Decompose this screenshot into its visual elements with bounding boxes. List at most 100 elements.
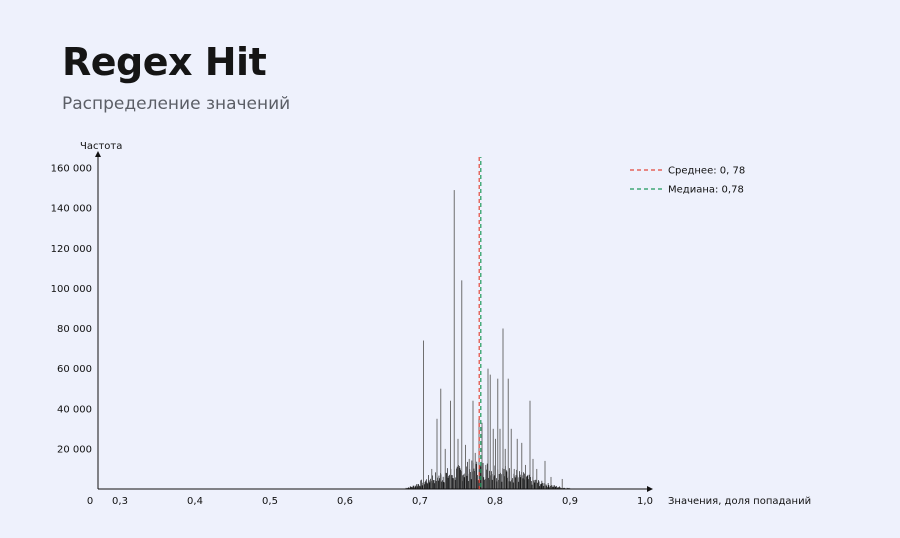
y-tick-label: 20 000	[57, 444, 92, 455]
histogram-bin	[519, 471, 520, 489]
histogram-bin	[533, 480, 535, 489]
histogram-bin	[556, 487, 558, 489]
histogram-bin	[418, 484, 419, 489]
page-subtitle: Распределение значений	[62, 94, 291, 114]
histogram-bin	[498, 479, 499, 489]
histogram-spike	[532, 458, 534, 489]
histogram-bin	[471, 460, 473, 489]
histogram-bin	[423, 484, 425, 489]
histogram-bin	[542, 485, 544, 489]
histogram-bin	[437, 477, 438, 489]
histogram-bin	[540, 484, 541, 489]
histogram-bin	[435, 472, 436, 489]
histogram-bin	[548, 485, 550, 489]
histogram-bin	[439, 478, 440, 489]
histogram-bin	[559, 486, 560, 489]
histogram-bin	[412, 487, 413, 489]
histogram-bin	[419, 486, 421, 489]
histogram-bin	[549, 485, 551, 489]
x-tick-label: 0,8	[487, 496, 503, 507]
histogram-bin	[475, 464, 477, 489]
histogram-bin	[500, 474, 502, 489]
y-tick-label: 80 000	[57, 324, 92, 335]
histogram-bin	[538, 480, 539, 489]
histogram-bin	[424, 482, 426, 489]
histogram-bin	[447, 477, 449, 489]
histogram-bin	[414, 485, 416, 489]
histogram-bin	[426, 482, 428, 489]
histogram-bin	[563, 487, 565, 489]
histogram-bin	[547, 483, 549, 489]
stat-lines-layer	[478, 157, 482, 489]
histogram-spike	[497, 378, 499, 489]
x-axis-arrow	[647, 486, 653, 492]
histogram-spike	[510, 428, 512, 489]
histogram-bin	[468, 480, 469, 489]
histogram-bin	[421, 479, 422, 489]
histogram-spike	[529, 400, 531, 489]
histogram-spike	[468, 458, 470, 489]
histogram-bin	[484, 479, 486, 489]
histogram-bin	[456, 466, 458, 489]
histogram-bin	[432, 475, 433, 489]
histogram-spike	[516, 438, 518, 489]
y-tick-label: 160 000	[51, 164, 92, 175]
histogram-spike	[495, 438, 496, 489]
x-tick-label: 0,4	[187, 496, 203, 507]
histogram-bin	[514, 477, 516, 489]
histogram-bin	[554, 486, 556, 489]
histogram-spike	[502, 328, 504, 489]
histogram-bin	[563, 487, 564, 489]
histogram-bin	[451, 475, 452, 489]
histogram-bin	[545, 484, 547, 489]
histogram-bin	[415, 486, 417, 489]
histogram-bin	[505, 469, 507, 489]
histogram-bin	[491, 479, 493, 489]
histogram-bin	[427, 483, 429, 489]
histogram-bin	[540, 483, 542, 489]
histogram-bin	[405, 487, 407, 489]
histogram-bin	[542, 482, 543, 489]
histogram-bin	[466, 475, 468, 489]
histogram-bin	[445, 472, 447, 489]
histogram-bin	[442, 480, 443, 489]
histogram-bin	[508, 481, 510, 489]
histogram-bin	[435, 480, 437, 489]
histogram-bin	[537, 482, 538, 489]
histogram-bin	[568, 487, 570, 489]
histogram-spike	[561, 478, 563, 489]
histogram-bin	[538, 481, 540, 489]
histogram-bin	[510, 481, 511, 489]
histogram-bin	[463, 474, 464, 489]
histogram-spike	[513, 468, 515, 489]
histogram-bin	[444, 482, 445, 489]
histogram-spike	[550, 476, 552, 489]
histogram-bin	[493, 475, 495, 489]
histogram-bin	[455, 477, 457, 489]
histogram-bin	[512, 482, 514, 489]
histogram-bin	[473, 468, 475, 489]
histogram-bin	[541, 480, 543, 489]
histogram-bin	[443, 481, 445, 489]
histogram-bin	[519, 474, 521, 489]
histogram-bin	[447, 468, 448, 489]
histogram-bin	[496, 478, 497, 489]
histogram-spike	[444, 448, 446, 489]
histogram-bin	[477, 480, 479, 489]
histogram-bin	[421, 485, 423, 489]
histogram-bin	[465, 466, 467, 489]
histogram-spike	[525, 464, 526, 489]
histogram-bin	[551, 485, 552, 489]
histogram-bin	[530, 477, 531, 489]
histogram-bin	[543, 483, 545, 489]
histogram-bin	[428, 480, 430, 489]
histogram-bin	[422, 482, 424, 489]
histogram-spike	[489, 374, 491, 489]
histogram-bin	[410, 486, 412, 489]
histogram-spike	[504, 448, 506, 489]
histogram-bin	[515, 475, 517, 489]
histogram-bin	[553, 486, 555, 489]
histogram-bin	[464, 473, 466, 489]
histogram-bin	[441, 481, 443, 489]
